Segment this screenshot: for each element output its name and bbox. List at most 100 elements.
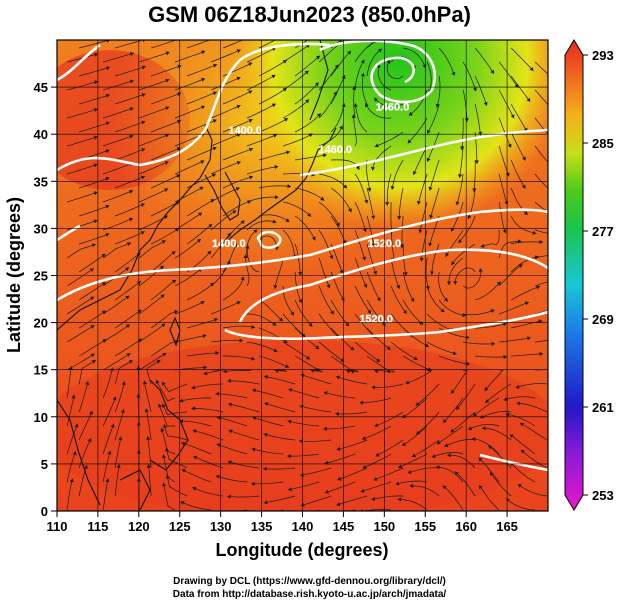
streamline-236 [510,256,539,273]
streamline-arrow-35 [347,50,351,55]
streamline-arrow-268 [160,294,165,299]
streamline-193 [445,229,464,257]
streamline-arrow-260 [381,322,386,326]
streamline-396 [192,429,224,441]
streamline-89 [258,117,289,133]
streamline-arrow-122 [428,186,433,191]
streamline-441 [288,481,320,491]
streamline-arrow-189 [329,255,334,259]
streamline-arrow-110 [505,172,510,177]
streamline-235 [454,267,476,285]
streamline-arrow-88 [248,118,253,123]
streamline-249 [462,268,482,289]
streamline-arrow-422 [146,436,151,440]
streamline-196 [78,233,110,245]
streamline-55 [534,89,548,106]
streamline-arrow-278 [524,301,529,306]
streamline-145 [259,185,292,189]
streamline-118 [295,154,327,161]
streamline-252 [78,281,106,301]
streamline-arrow-183 [129,217,133,222]
streamline-arrow-412 [251,447,256,452]
streamline-arrow-342 [264,374,268,379]
streamline-431 [447,454,476,469]
y-tick-label-9: 45 [34,80,48,95]
streamline-401 [375,439,404,457]
streamline-arrow-43 [129,79,134,84]
colorbar-tick-label-2: 269 [592,312,614,327]
height-contour-7 [238,248,548,323]
x-tick-label-10: 160 [455,519,477,534]
streamline-arrow-59 [212,91,217,96]
streamline-arrow-462 [69,478,74,483]
streamline-arrow-325 [203,365,207,370]
streamline-arrow-287 [350,346,355,351]
streamline-arrow-352 [136,366,141,370]
height-contour-0 [57,42,331,172]
streamline-arrow-382 [179,419,184,424]
streamline-arrow-11 [490,69,494,74]
streamline-251 [534,281,548,287]
streamline-115 [186,146,217,161]
streamline-219 [390,257,400,290]
streamline-arrow-407 [110,423,115,428]
streamline-218 [354,257,368,288]
streamline-arrow-87 [212,119,217,123]
streamline-arrow-6 [318,31,322,35]
contour-label-2: 1460.0 [376,102,410,114]
streamline-arrow-236 [534,255,539,260]
streamline-109 [459,145,464,178]
streamline-arrow-197 [140,231,145,235]
streamline-165 [450,201,464,232]
streamline-arrow-384 [252,416,257,421]
streamline-106 [352,114,357,147]
streamline-298 [211,339,244,343]
streamline-arrow-12 [529,67,534,71]
streamline-arrow-271 [272,321,277,326]
streamline-16 [138,51,170,63]
streamline-arrow-232 [376,297,381,302]
streamline-149 [398,187,404,220]
streamline-365 [114,381,125,413]
streamline-454 [263,495,296,504]
streamline-419 [509,434,536,455]
streamline-arrow-215 [253,229,258,234]
streamline-arrow-405 [520,422,524,427]
streamline-arrow-83 [552,139,556,143]
streamline-arrow-143 [211,173,216,178]
streamline-arrow-224 [101,253,106,258]
streamline-79 [364,103,392,119]
streamline-150 [429,187,440,219]
height-contour-3 [319,40,437,104]
streamline-arrow-442 [325,489,329,494]
streamline-arrow-57 [141,93,146,97]
streamline-243 [245,254,250,287]
streamline-472 [397,498,428,511]
streamline-arrow-146 [320,196,325,201]
colorbar-ticks: 253 261 269 277 285 293 [583,48,614,503]
streamline-307 [535,340,548,343]
streamline-arrow-350 [68,366,73,370]
streamline-359 [359,397,392,404]
streamline-191 [390,229,395,262]
streamline-194 [480,229,500,248]
streamline-arrow-100 [165,133,169,138]
streamline-arrow-55 [553,110,557,114]
streamline-arrow-296 [161,323,166,328]
streamline-475 [505,498,536,511]
streamline-215 [246,229,258,259]
streamline-arrow-379 [112,396,117,401]
streamline-190 [354,229,366,261]
streamline-304 [426,341,457,355]
streamline-arrow-423 [165,447,169,452]
x-tick-label-8: 150 [373,519,395,534]
streamline-arrow-139 [554,193,558,197]
streamline-arrow-33 [282,60,287,64]
streamline-305 [463,341,496,345]
streamline-arrow-221 [446,281,451,285]
streamline-arrow-433 [520,449,525,454]
streamline-159 [246,196,279,203]
y-axis-label: Latitude (degrees) [4,197,24,353]
streamline-arrow-443 [360,488,365,493]
streamline-429 [373,467,404,481]
